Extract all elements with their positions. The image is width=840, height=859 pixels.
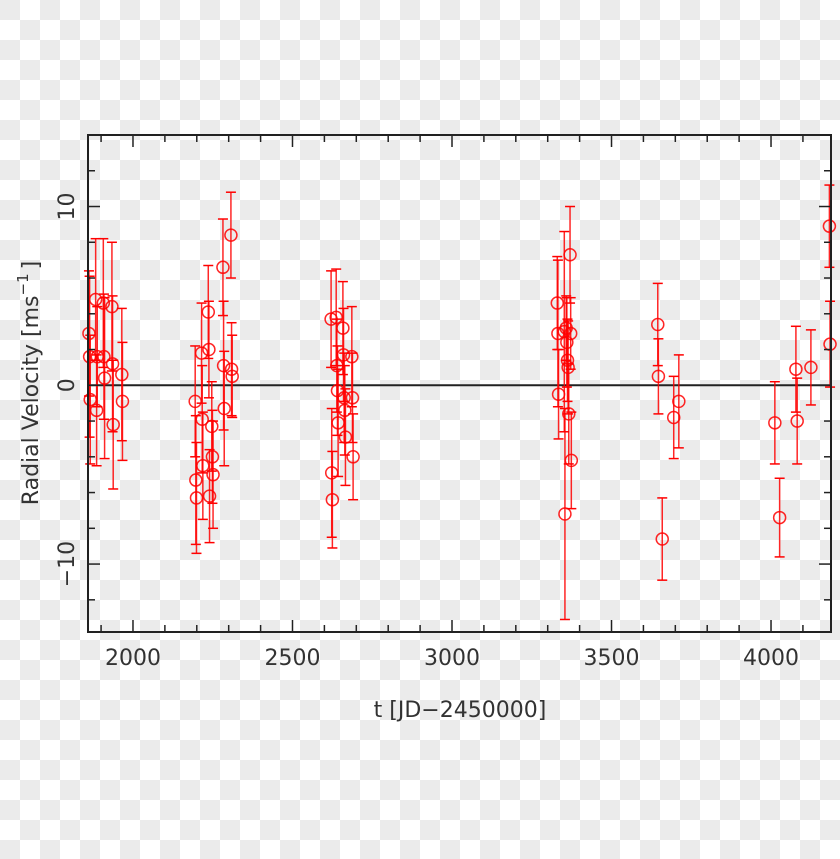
data-marker	[666, 410, 681, 425]
data-marker	[564, 453, 579, 468]
data-marker	[562, 407, 576, 421]
data-marker	[772, 510, 787, 525]
data-point	[225, 334, 239, 419]
data-marker	[88, 292, 103, 307]
data-point	[115, 341, 130, 462]
y-axis-title-sup: −1	[14, 273, 32, 295]
data-point	[772, 477, 787, 558]
y-tick-labels: −10 0 10	[55, 193, 80, 588]
data-marker	[804, 360, 818, 375]
x-tick-label: 3000	[424, 646, 480, 671]
x-tick-label: 4000	[743, 646, 799, 671]
y-axis-title: Radial Velocity [ms−1]	[14, 261, 44, 505]
x-tick-label: 2000	[105, 646, 161, 671]
data-marker	[651, 369, 666, 384]
data-marker	[789, 362, 803, 376]
data-point	[106, 359, 120, 490]
axis-ticks	[88, 134, 831, 632]
data-marker	[345, 391, 360, 405]
data-point	[97, 296, 112, 460]
data-point	[822, 184, 837, 269]
data-marker	[563, 248, 577, 262]
data-marker	[202, 342, 216, 357]
data-point	[564, 411, 579, 510]
data-marker	[338, 430, 353, 444]
data-point	[189, 441, 204, 555]
y-axis-title-main: Radial Velocity [ms	[19, 295, 44, 505]
data-point	[768, 380, 782, 465]
data-marker	[672, 394, 686, 409]
data-point	[338, 388, 353, 487]
x-tick-labels: 2000 2500 3000 3500 4000	[105, 646, 799, 671]
data-marker	[768, 416, 782, 430]
data-marker	[217, 401, 231, 416]
data-point	[563, 296, 578, 370]
data-point	[789, 325, 803, 413]
plot-frame	[87, 134, 832, 633]
data-marker	[216, 260, 230, 275]
data-point	[651, 338, 666, 415]
data-marker	[225, 369, 239, 384]
y-axis-title-close: ]	[19, 261, 44, 270]
data-point	[224, 191, 238, 279]
data-point	[804, 329, 818, 406]
data-marker	[563, 326, 578, 341]
data-points-layer	[82, 184, 837, 621]
data-marker	[206, 467, 220, 482]
data-marker	[202, 489, 217, 503]
y-tick-label: −10	[55, 541, 80, 587]
data-point	[790, 377, 804, 465]
x-tick-label: 2500	[264, 646, 320, 671]
data-marker	[325, 492, 340, 507]
data-marker	[558, 507, 572, 521]
x-tick-label: 3500	[584, 646, 640, 671]
data-marker	[97, 371, 112, 385]
data-point	[655, 497, 669, 581]
data-marker	[822, 219, 837, 233]
data-marker	[346, 450, 360, 464]
x-axis-title: t [JD−2450000]	[374, 698, 547, 723]
data-point	[562, 363, 576, 465]
y-tick-label: 10	[55, 193, 80, 221]
y-tick-label: 0	[55, 378, 80, 392]
data-marker	[651, 317, 665, 332]
data-point	[206, 420, 220, 530]
data-point	[672, 354, 686, 449]
data-point	[346, 413, 360, 501]
data-point	[563, 205, 577, 304]
data-marker	[224, 228, 238, 242]
data-marker	[106, 417, 120, 432]
data-marker	[790, 414, 804, 428]
data-point	[88, 237, 103, 362]
data-point	[217, 350, 231, 467]
data-marker	[655, 532, 669, 546]
data-marker	[115, 394, 130, 409]
data-point	[666, 375, 681, 460]
data-point	[325, 450, 340, 549]
